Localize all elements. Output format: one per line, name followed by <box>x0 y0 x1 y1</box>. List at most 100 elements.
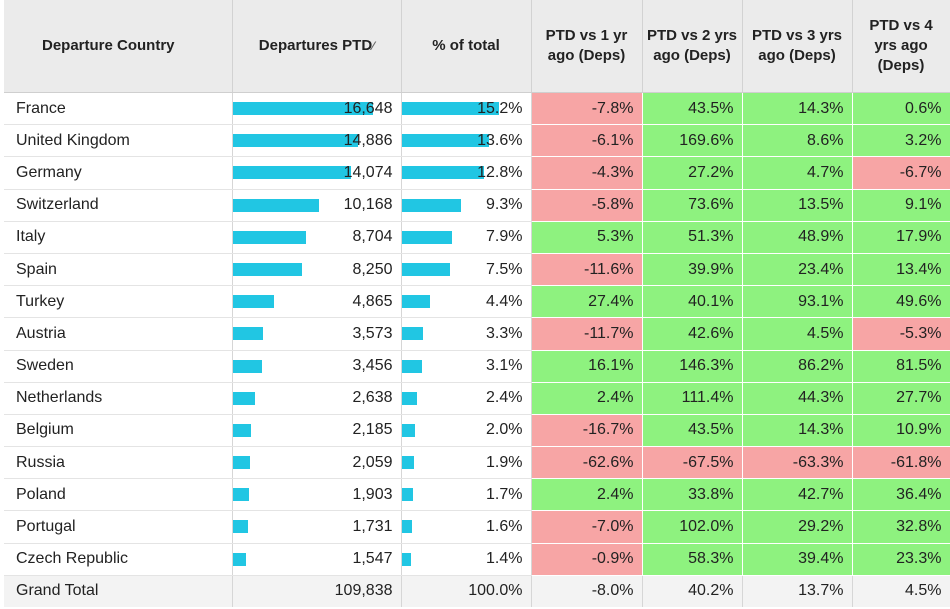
departures-cell-value: 2,059 <box>352 453 393 471</box>
value-bar <box>401 327 423 341</box>
pct-total-cell-value: 13.6% <box>477 131 523 149</box>
table-body: France 16,648 15.2% -7.8% 43.5% 14.3% 0.6% Unit… <box>4 92 950 607</box>
value-bar <box>232 102 373 115</box>
value-bar <box>401 198 461 212</box>
pct-total-cell: 2.0% <box>401 414 532 448</box>
header-ptd-vs-1yr[interactable]: PTD vs 1 yr ago (Deps) <box>531 0 643 93</box>
pct-total-cell: 1.6% <box>401 510 532 544</box>
header-departure-country[interactable]: Departure Country <box>4 0 233 93</box>
pct-total-cell-value: 2.4% <box>486 389 523 407</box>
header-ptd-vs-3yrs[interactable]: PTD vs 3 yrs ago (Deps) <box>742 0 853 93</box>
header-pct-of-total[interactable]: % of total <box>401 0 532 93</box>
table-row[interactable]: France 16,648 15.2% -7.8% 43.5% 14.3% 0.6% <box>4 92 950 126</box>
header-ptd-vs-4yrs[interactable]: PTD vs 4 yrs ago (Deps) <box>852 0 950 93</box>
pct-total-cell: 1.9% <box>401 446 532 480</box>
grand-total-label: Grand Total <box>4 574 233 607</box>
table-row[interactable]: Austria 3,573 3.3% -11.7% 42.6% 4.5% -5.3% <box>4 317 950 351</box>
table-row[interactable]: Spain 8,250 7.5% -11.6% 39.9% 23.4% 13.4% <box>4 253 950 287</box>
change-vs4-cell: -5.3% <box>852 317 950 351</box>
departures-cell: 2,185 <box>232 414 402 448</box>
table-row[interactable]: Czech Republic 1,547 1.4% -0.9% 58.3% 39.4% 23… <box>4 543 950 576</box>
departures-cell: 8,250 <box>232 253 402 287</box>
change-vs3-cell: 48.9% <box>742 221 853 254</box>
departures-cell-value: 3,456 <box>352 357 393 375</box>
departures-cell: 3,456 <box>232 350 402 383</box>
change-vs1-cell: -11.7% <box>531 317 643 351</box>
grand-total-row[interactable]: Grand Total 109,838 100.0% -8.0% 40.2% 13.7% 4… <box>4 574 950 607</box>
table-row[interactable]: Netherlands 2,638 2.4% 2.4% 111.4% 44.3% 27.7% <box>4 382 950 415</box>
change-vs4-cell: 27.7% <box>852 382 950 415</box>
change-vs1-cell: -11.6% <box>531 253 643 287</box>
departures-cell: 2,059 <box>232 446 402 480</box>
pct-total-cell: 3.1% <box>401 350 532 383</box>
table-row[interactable]: Sweden 3,456 3.1% 16.1% 146.3% 86.2% 81.5% <box>4 350 950 383</box>
pct-total-cell: 15.2% <box>401 92 532 126</box>
change-vs4-cell: -61.8% <box>852 446 950 480</box>
change-vs2-cell: 33.8% <box>642 478 743 512</box>
header-departures-ptd[interactable]: Departures PTD⁄ <box>232 0 402 93</box>
departures-cell-value: 2,638 <box>352 389 393 407</box>
pct-total-cell-value: 3.1% <box>486 357 523 375</box>
country-cell: Austria <box>4 317 233 351</box>
change-vs2-cell: 58.3% <box>642 543 743 576</box>
departures-cell-value: 1,903 <box>352 485 393 503</box>
change-vs2-cell: 169.6% <box>642 124 743 158</box>
country-cell: France <box>4 92 233 126</box>
pct-total-cell: 7.5% <box>401 253 532 287</box>
change-vs2-cell: 51.3% <box>642 221 743 254</box>
table-row[interactable]: Germany 14,074 12.8% -4.3% 27.2% 4.7% -6.7% <box>4 156 950 190</box>
country-cell: Poland <box>4 478 233 512</box>
value-bar <box>401 102 499 115</box>
pct-total-cell-value: 9.3% <box>486 196 523 214</box>
country-cell: Sweden <box>4 350 233 383</box>
pct-total-cell-value: 7.5% <box>486 260 523 278</box>
change-vs2-cell: 43.5% <box>642 414 743 448</box>
change-vs4-cell: 32.8% <box>852 510 950 544</box>
change-vs3-cell: 39.4% <box>742 543 853 576</box>
pct-total-cell-value: 1.7% <box>486 485 523 503</box>
value-bar <box>401 456 414 470</box>
table-row[interactable]: Belgium 2,185 2.0% -16.7% 43.5% 14.3% 10.9% <box>4 414 950 448</box>
value-bar <box>232 456 250 470</box>
change-vs3-cell: 8.6% <box>742 124 853 158</box>
table-row[interactable]: Russia 2,059 1.9% -62.6% -67.5% -63.3% -61.8% <box>4 446 950 480</box>
departures-cell-value: 4,865 <box>352 292 393 310</box>
change-vs2-cell: 43.5% <box>642 92 743 126</box>
value-bar <box>232 166 351 180</box>
table-row[interactable]: Poland 1,903 1.7% 2.4% 33.8% 42.7% 36.4% <box>4 478 950 512</box>
pct-total-cell-value: 15.2% <box>477 99 523 117</box>
change-vs3-cell: 42.7% <box>742 478 853 512</box>
change-vs2-cell: 73.6% <box>642 189 743 222</box>
value-bar <box>401 391 417 405</box>
table-row[interactable]: Italy 8,704 7.9% 5.3% 51.3% 48.9% 17.9% <box>4 221 950 254</box>
table-row[interactable]: United Kingdom 14,886 13.6% -6.1% 169.6% 8.6%… <box>4 124 950 158</box>
table-row[interactable]: Portugal 1,731 1.6% -7.0% 102.0% 29.2% 32.8% <box>4 510 950 544</box>
departures-cell: 10,168 <box>232 189 402 222</box>
change-vs4-cell: 3.2% <box>852 124 950 158</box>
change-vs4-cell: 36.4% <box>852 478 950 512</box>
departures-cell-value: 16,648 <box>343 99 393 117</box>
grand-total-vs1: -8.0% <box>531 574 643 607</box>
grand-total-vs4: 4.5% <box>852 574 950 607</box>
table-row[interactable]: Switzerland 10,168 9.3% -5.8% 73.6% 13.5% 9.1% <box>4 189 950 222</box>
change-vs3-cell: 4.7% <box>742 156 853 190</box>
country-cell: Spain <box>4 253 233 287</box>
sort-icon[interactable]: ⁄ <box>372 39 375 53</box>
pct-total-cell-value: 2.0% <box>486 421 523 439</box>
pct-total-cell-value: 1.6% <box>486 518 523 536</box>
departures-cell-value: 10,168 <box>343 196 393 214</box>
country-cell: Germany <box>4 156 233 190</box>
country-cell: Belgium <box>4 414 233 448</box>
header-ptd-vs-2yrs[interactable]: PTD vs 2 yrs ago (Deps) <box>642 0 743 93</box>
value-bar <box>232 327 263 341</box>
country-cell: United Kingdom <box>4 124 233 158</box>
pct-total-cell: 2.4% <box>401 382 532 415</box>
country-cell: Russia <box>4 446 233 480</box>
value-bar <box>401 423 415 437</box>
change-vs1-cell: 27.4% <box>531 285 643 319</box>
pct-total-cell: 12.8% <box>401 156 532 190</box>
table-row[interactable]: Turkey 4,865 4.4% 27.4% 40.1% 93.1% 49.6% <box>4 285 950 319</box>
change-vs3-cell: 23.4% <box>742 253 853 287</box>
departures-table: Departure Country Departures PTD⁄ % of t… <box>4 0 950 607</box>
